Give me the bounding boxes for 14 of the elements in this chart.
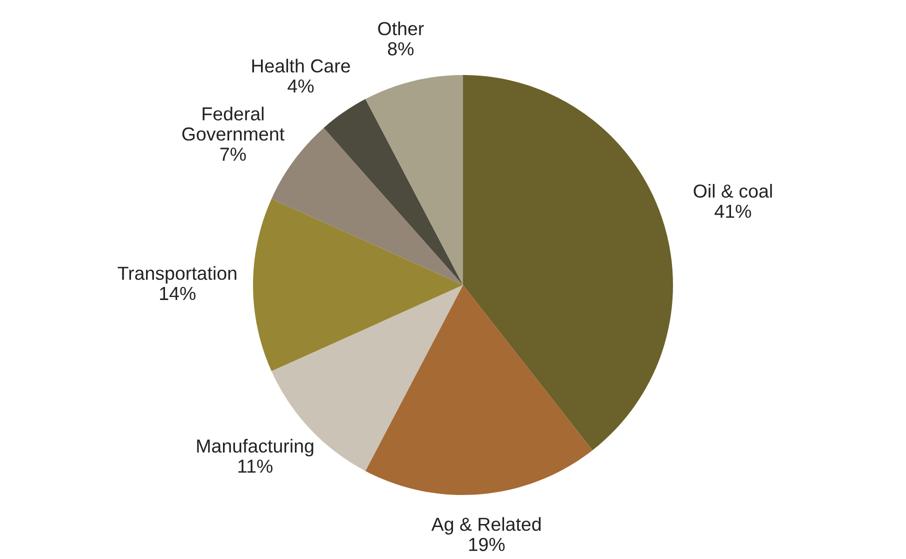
slice-label: Manufacturing: [197, 438, 314, 456]
data-label: 8%: [388, 42, 414, 56]
slice-label: Federal Government: [182, 106, 284, 141]
data-label: 14%: [160, 286, 196, 300]
slice-label: Other: [378, 21, 424, 36]
data-label: 19%: [469, 538, 505, 552]
data-label: 7%: [220, 148, 246, 161]
data-label: 4%: [288, 80, 314, 93]
data-label: 41%: [714, 204, 752, 218]
slice-label: Transportation: [118, 266, 236, 284]
data-label: 11%: [238, 460, 272, 473]
slice-label: Oil & coal: [694, 184, 772, 198]
slice-label: Health Care: [252, 58, 350, 73]
slice-label: Ag & Related: [431, 517, 541, 535]
